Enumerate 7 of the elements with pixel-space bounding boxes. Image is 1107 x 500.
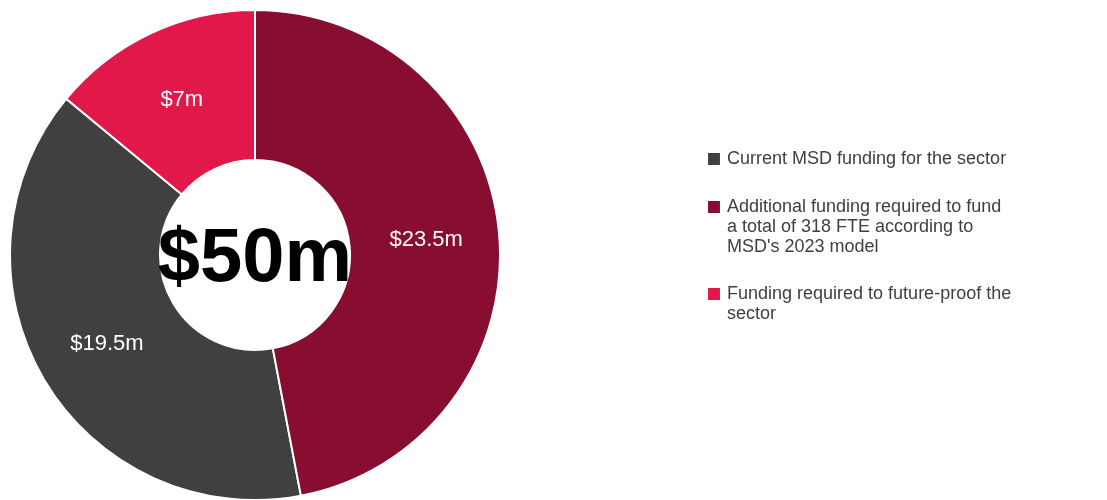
data-label: $19.5m: [70, 329, 144, 355]
text: $50m: [157, 212, 353, 297]
legend-label: Funding required to future-proof the sector: [727, 283, 1012, 323]
data-label: $7m: [160, 86, 204, 112]
legend-label: Current MSD funding for the sector: [727, 148, 1007, 168]
data-label: $23.5m: [389, 225, 463, 251]
legend-label: Additional funding required to fund a total of 318 FTE according to MSD's 2023 model: [727, 196, 1002, 256]
